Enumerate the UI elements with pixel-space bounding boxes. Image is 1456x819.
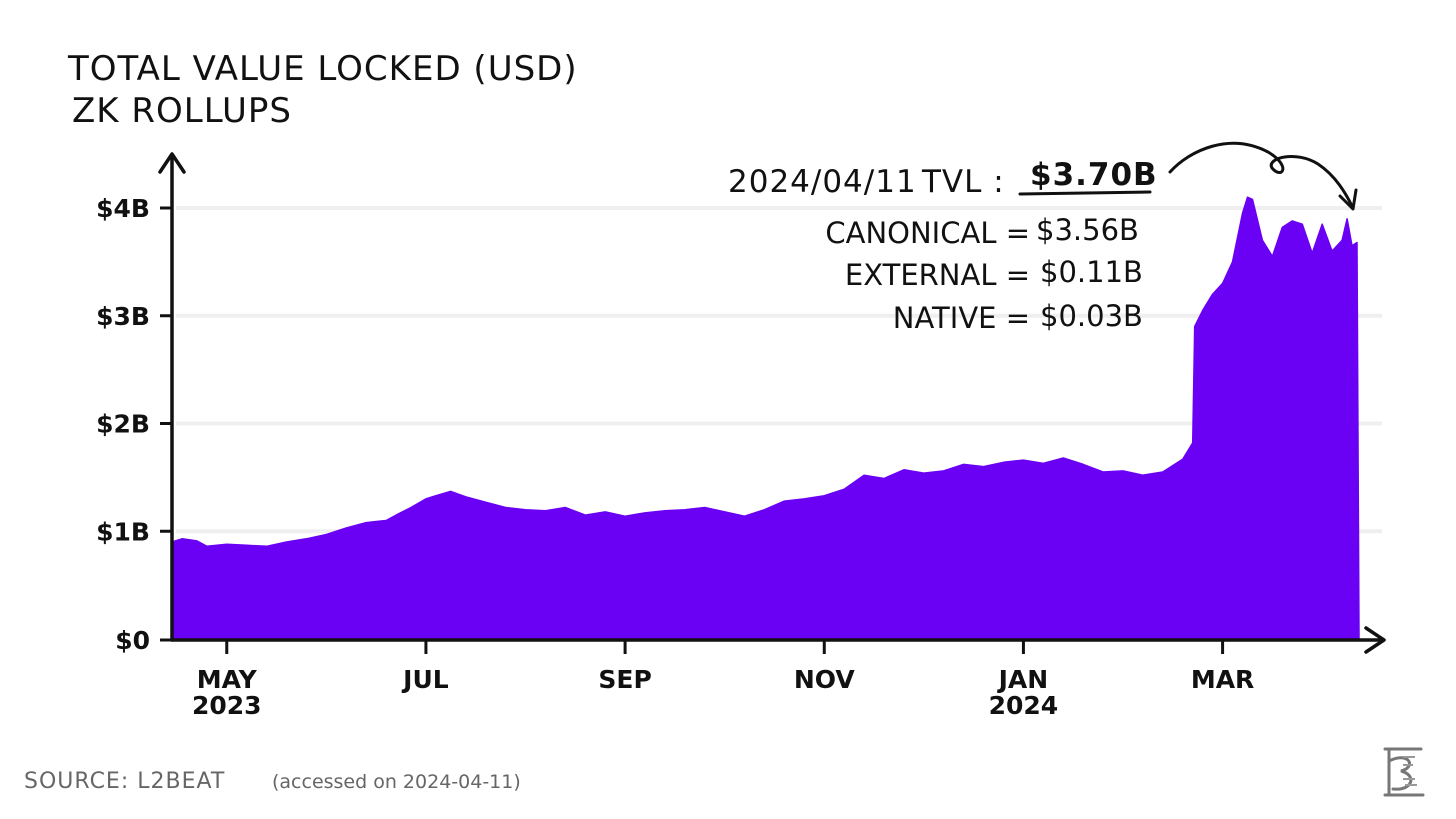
- annotation-block: 2024/04/11 TVL : $3.70B CANONICAL = $3.5…: [728, 141, 1358, 335]
- annotation-external-label: EXTERNAL =: [845, 258, 1030, 292]
- x-tick-label: NOV: [794, 665, 856, 694]
- annotation-underline: [1018, 190, 1152, 196]
- y-tick-label: $0: [115, 626, 150, 655]
- source-note: (accessed on 2024-04-11): [272, 771, 521, 793]
- x-tick-label: JAN: [997, 665, 1049, 694]
- x-tick-label: JUL: [401, 665, 449, 694]
- x-tick-year-label: 2023: [192, 691, 262, 720]
- source-label: SOURCE: L2BEAT: [24, 769, 225, 794]
- annotation-tvl-label: TVL :: [921, 164, 1005, 200]
- x-tick-year-label: 2024: [989, 691, 1059, 720]
- annotation-native-label: NATIVE =: [893, 301, 1030, 335]
- chart-title: TOTAL VALUE LOCKED (USD): [67, 49, 578, 89]
- x-tick-label: MAY: [197, 665, 258, 694]
- annotation-date: 2024/04/11: [728, 164, 917, 200]
- annotation-canonical-label: CANONICAL =: [825, 216, 1030, 250]
- x-tick-label: MAR: [1191, 665, 1254, 694]
- annotation-arrow: [1168, 141, 1354, 208]
- plot-area: [171, 196, 1360, 640]
- annotation-tvl-value: $3.70B: [1030, 157, 1158, 193]
- y-tick-label: $3B: [96, 302, 150, 331]
- annotation-native-value: $0.03B: [1040, 299, 1143, 333]
- y-tick-label: $4B: [96, 194, 150, 223]
- annotation-canonical-value: $3.56B: [1036, 213, 1139, 247]
- axes: [158, 152, 1386, 654]
- series-area: [171, 196, 1360, 640]
- x-tick-label: SEP: [598, 665, 651, 694]
- y-tick-label: $2B: [96, 410, 150, 439]
- x-axis-arrowhead: [1364, 626, 1386, 654]
- logo-icon: [1383, 747, 1425, 797]
- chart-subtitle: ZK ROLLUPS: [72, 91, 292, 131]
- annotation-external-value: $0.11B: [1040, 255, 1143, 289]
- y-tick-label: $1B: [96, 517, 150, 546]
- y-axis-arrowhead: [158, 152, 186, 174]
- y-axis-ticks: $0 $1B $2B $3B $4B: [96, 194, 172, 655]
- annotation-arrowhead: [1338, 188, 1358, 211]
